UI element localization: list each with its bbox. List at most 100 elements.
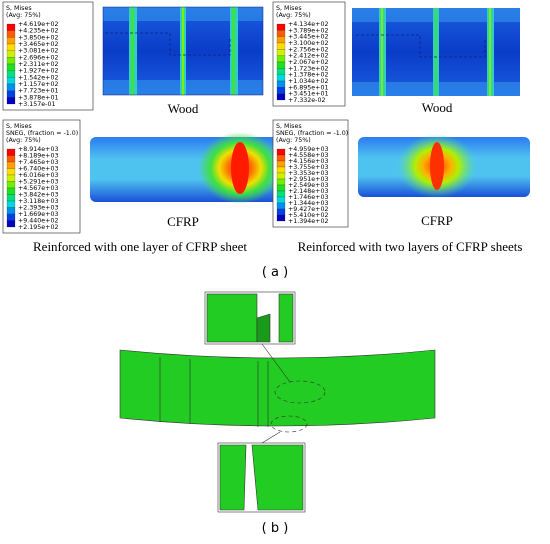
legend-header: SNEG, (fraction = -1.0) [6,130,78,137]
legend-box [272,119,349,228]
legend-value: +1.157e+02 [18,81,58,88]
legend-value: +3.100e+02 [288,40,328,47]
panel-label: ( a ) [262,265,288,280]
legend-header: S, Mises [6,123,32,130]
legend-value: +3.118e+03 [18,198,58,205]
legend-value: +1.669e+03 [18,211,58,218]
legend-swatch [276,202,286,210]
legend-value: +4.567e+03 [18,185,58,192]
legend-swatch [6,37,16,45]
legend-value: +1.542e+02 [18,74,58,81]
legend-value: +2.951e+03 [288,176,328,183]
legend-value: +7.332e-02 [288,97,325,104]
legend-swatch [276,190,286,198]
legend-value: +4.156e+03 [288,158,328,165]
legend-value: +9.440e+02 [18,218,58,225]
legend-swatch [276,178,286,186]
legend-swatch [6,213,16,221]
legend-value: +3.878e+01 [18,94,58,101]
legend-swatch [6,155,16,163]
legend-value: +3.850e+02 [18,34,58,41]
legend-value: +6.016e+03 [18,172,58,179]
caption: Reinforced with two layers of CFRP sheet… [298,239,523,254]
legend-value: +4.134e+02 [288,21,328,28]
legend-swatch [276,160,286,168]
legend-swatch [6,83,16,91]
legend-swatch [276,87,286,94]
caption: Reinforced with one layer of CFRP sheet [33,239,247,254]
legend-swatch [6,57,16,65]
legend-swatch [276,80,286,88]
legend-swatch [6,148,16,156]
legend-swatch [6,174,16,182]
legend-value: +1.746e+03 [288,194,328,201]
legend-swatch [276,68,286,75]
legend-swatch [276,214,286,222]
legend-value: +6.740e+03 [18,166,58,173]
legend-swatch [276,154,286,162]
legend-value: +3.842e+03 [18,192,58,199]
legend-header: (Avg: 75%) [276,137,311,144]
legend-value: +5.410e+02 [288,212,328,219]
legend-value: +2.195e+02 [18,224,58,231]
legend-value: +2.067e+02 [288,59,328,66]
legend-value: +1.723e+02 [288,65,328,72]
legend-header: S, Mises [6,5,32,12]
legend-swatch [276,55,286,63]
legend-value: +2.412e+02 [288,53,328,60]
legend-value: +1.344e+03 [288,200,328,207]
legend-value: +2.696e+02 [18,54,58,61]
legend-swatch [6,23,16,31]
legend-swatch [276,61,286,69]
legend-swatch [6,207,16,215]
legend-value: +3.157e-01 [18,101,55,108]
legend-swatch [276,196,286,204]
legend-value: +3.465e+02 [18,41,58,48]
legend-swatch [6,168,16,176]
legend-value: +4.959e+03 [288,146,328,153]
legend-swatch [276,42,286,50]
legend-value: +2.393e+03 [18,205,58,212]
legend-swatch [276,23,286,31]
legend-value: +9.427e+02 [288,206,328,213]
legend-value: +3.081e+02 [18,48,58,55]
legend-header: S, Mises [276,123,302,130]
legend-value: +1.927e+02 [18,68,58,75]
legend-swatch [6,43,16,51]
legend-value: +3.789e+02 [288,27,328,34]
legend-value: +4.235e+02 [18,28,58,35]
legend-swatch [276,93,286,101]
legend-value: +1.034e+02 [288,78,328,85]
label: CFRP [167,214,199,229]
legend-swatch [6,70,16,78]
legend-swatch [276,148,286,156]
legend-value: +8.189e+03 [18,153,58,160]
legend-swatch [6,200,16,208]
legend-header: (Avg: 75%) [6,12,41,19]
legend-value: +3.353e+03 [288,170,328,177]
label: Wood [422,100,453,115]
legend-header: S, Mises [276,5,302,12]
wood-contour [352,8,520,96]
deformation-view [119,291,436,513]
legend-swatch [6,90,16,98]
legend-swatch [6,50,16,58]
legend-value: +4.619e+02 [18,21,58,28]
legend-header: (Avg: 75%) [276,12,311,19]
cfrp-contour [358,134,530,198]
legend-swatch [6,220,16,228]
legend-header: (Avg: 75%) [6,137,41,144]
legend-value: +8.914e+03 [18,146,58,153]
legend-swatch [6,97,16,105]
legend-swatch [6,187,16,195]
label: CFRP [421,213,453,228]
legend-swatch [6,77,16,85]
legend-swatch [6,30,16,38]
legend-swatch [6,194,16,202]
legend-swatch [276,30,286,37]
legend-value: +1.394e+02 [288,218,328,225]
legend-swatch [276,36,286,44]
legend-swatch [6,181,16,189]
legend-value: +3.451e+01 [288,91,328,98]
